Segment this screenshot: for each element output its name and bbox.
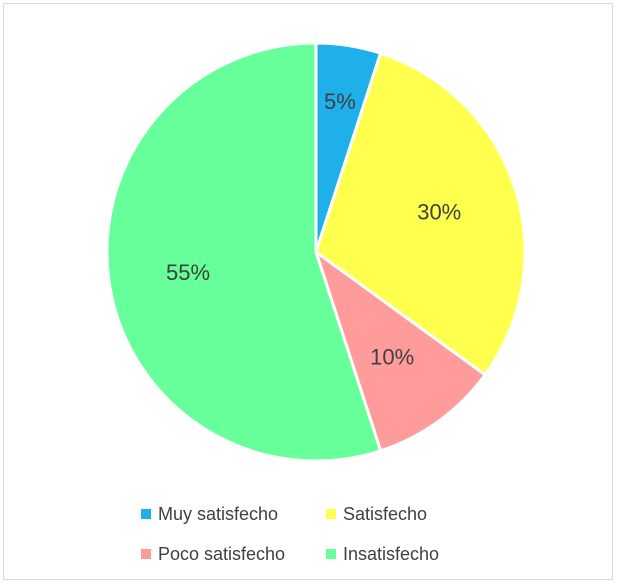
legend-item-poco-satisfecho: Poco satisfecho	[141, 541, 285, 567]
legend-swatch-muy-satisfecho	[141, 509, 151, 519]
data-label-muy-satisfecho: 5%	[324, 89, 356, 114]
pie-slice-satisfecho	[314, 51, 527, 377]
legend-item-insatisfecho: Insatisfecho	[326, 541, 439, 567]
legend-label-muy-satisfecho: Muy satisfecho	[158, 503, 279, 524]
pie-data-labels: 5% 30% 10% 55%	[166, 89, 461, 370]
pie-chart: 5% 30% 10% 55%	[105, 41, 527, 463]
data-label-insatisfecho: 55%	[166, 260, 210, 285]
legend-swatch-insatisfecho	[326, 549, 336, 559]
pie-slices	[105, 41, 527, 463]
pie-slice-insatisfecho	[105, 41, 383, 463]
legend-label-satisfecho: Satisfecho	[343, 503, 428, 524]
legend-label-poco-satisfecho: Poco satisfecho	[158, 543, 286, 564]
legend-item-satisfecho: Satisfecho	[326, 501, 427, 527]
chart-area: 5% 30% 10% 55% Muy satisfecho Satisfecho Po…	[3, 3, 613, 580]
legend-item-muy-satisfecho: Muy satisfecho	[141, 501, 278, 527]
legend-swatch-poco-satisfecho	[141, 549, 151, 559]
legend-row-1: Muy satisfecho Satisfecho	[4, 501, 614, 527]
pie-slice-poco-satisfecho	[314, 250, 487, 453]
data-label-satisfecho: 30%	[417, 199, 461, 224]
legend-swatch-satisfecho	[326, 509, 336, 519]
legend-row-2: Poco satisfecho Insatisfecho	[4, 541, 614, 567]
data-label-poco-satisfecho: 10%	[370, 344, 414, 369]
legend-label-insatisfecho: Insatisfecho	[343, 543, 440, 564]
